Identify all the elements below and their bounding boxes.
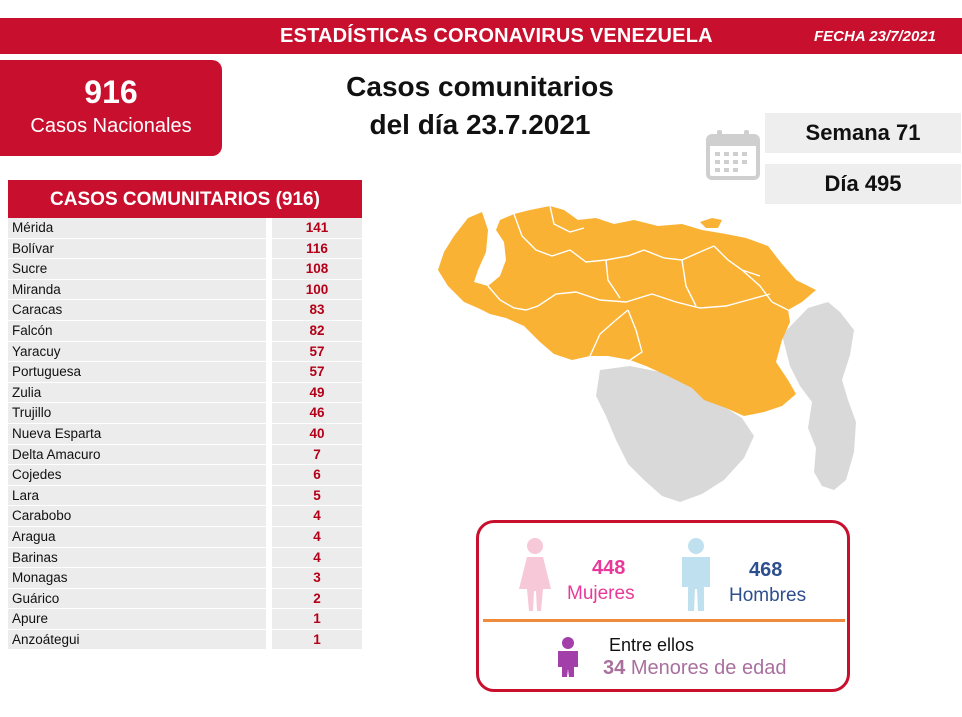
table-row: Bolívar 116 bbox=[8, 238, 362, 260]
mujeres-label: Mujeres bbox=[567, 583, 635, 604]
header-date: FECHA 23/7/2021 bbox=[813, 28, 936, 45]
map-borders bbox=[487, 205, 789, 361]
table-row: Apure 1 bbox=[8, 609, 362, 630]
menores-value: 34 bbox=[603, 657, 626, 679]
state-name: Anzoátegui bbox=[8, 629, 266, 651]
table-row: Sucre 108 bbox=[8, 259, 362, 280]
headline: Casos comunitarios del día 23.7.2021 bbox=[330, 68, 630, 144]
state-name: Barinas bbox=[8, 547, 266, 569]
state-name: Delta Amacuro bbox=[8, 444, 266, 466]
state-cases: 57 bbox=[272, 362, 362, 383]
table-row: Aragua 4 bbox=[8, 526, 362, 548]
state-name: Cojedes bbox=[8, 465, 266, 486]
total-cases-label: Casos Nacionales bbox=[30, 115, 192, 137]
state-cases: 116 bbox=[272, 238, 362, 260]
menores-label: Menores de edad bbox=[630, 657, 787, 679]
headline-line1: Casos comunitarios bbox=[346, 71, 614, 102]
state-name: Carabobo bbox=[8, 506, 266, 527]
venezuela-map bbox=[438, 205, 856, 502]
state-name: Guárico bbox=[8, 588, 266, 610]
state-cases: 4 bbox=[272, 506, 362, 527]
state-cases: 82 bbox=[272, 320, 362, 342]
state-name: Apure bbox=[8, 609, 266, 630]
state-cases: 7 bbox=[272, 444, 362, 466]
table-row: Portuguesa 57 bbox=[8, 362, 362, 383]
state-name: Lara bbox=[8, 485, 266, 507]
state-cases: 2 bbox=[272, 588, 362, 610]
table-row: Trujillo 46 bbox=[8, 403, 362, 424]
table-row: Delta Amacuro 7 bbox=[8, 444, 362, 466]
map-region-amazonas bbox=[596, 366, 754, 502]
table-row: Nueva Esparta 40 bbox=[8, 423, 362, 445]
community-cases-table: CASOS COMUNITARIOS (916) Mérida 141 Bolíva… bbox=[8, 180, 362, 651]
state-cases: 40 bbox=[272, 423, 362, 445]
female-icon bbox=[519, 538, 551, 611]
map-region-island bbox=[700, 218, 722, 228]
state-name: Portuguesa bbox=[8, 362, 266, 383]
state-name: Falcón bbox=[8, 320, 266, 342]
state-cases: 49 bbox=[272, 382, 362, 404]
table-row: Cojedes 6 bbox=[8, 465, 362, 486]
state-cases: 4 bbox=[272, 526, 362, 548]
state-cases: 108 bbox=[272, 259, 362, 280]
hombres-label: Hombres bbox=[729, 585, 807, 606]
table-row: Falcón 82 bbox=[8, 320, 362, 342]
state-name: Bolívar bbox=[8, 238, 266, 260]
table-row: Yaracuy 57 bbox=[8, 341, 362, 363]
state-cases: 3 bbox=[272, 568, 362, 589]
table-row: Anzoátegui 1 bbox=[8, 629, 362, 651]
table-row: Caracas 83 bbox=[8, 300, 362, 321]
male-icon bbox=[682, 538, 710, 611]
state-name: Zulia bbox=[8, 382, 266, 404]
table-title: CASOS COMUNITARIOS (916) bbox=[8, 180, 362, 218]
state-cases: 5 bbox=[272, 485, 362, 507]
demographics-box: 448 Mujeres 468 Hombres Entre ellos 34 M… bbox=[476, 520, 850, 692]
state-name: Mérida bbox=[8, 218, 266, 239]
state-name: Sucre bbox=[8, 259, 266, 280]
day-box: Día 495 bbox=[765, 164, 961, 204]
state-cases: 141 bbox=[272, 218, 362, 239]
state-name: Yaracuy bbox=[8, 341, 266, 363]
table-row: Monagas 3 bbox=[8, 568, 362, 589]
divider bbox=[483, 619, 845, 622]
header-title: ESTADÍSTICAS CORONAVIRUS VENEZUELA bbox=[280, 25, 713, 47]
state-name: Nueva Esparta bbox=[8, 423, 266, 445]
menores-line: 34 Menores de edad bbox=[603, 657, 786, 680]
state-cases: 4 bbox=[272, 547, 362, 569]
state-cases: 46 bbox=[272, 403, 362, 424]
week-box: Semana 71 bbox=[765, 113, 961, 153]
table-row: Barinas 4 bbox=[8, 547, 362, 569]
state-cases: 57 bbox=[272, 341, 362, 363]
map-region-esequiba bbox=[782, 302, 856, 490]
state-cases: 83 bbox=[272, 300, 362, 321]
state-name: Aragua bbox=[8, 526, 266, 548]
table-rows: Mérida 141 Bolívar 116 Sucre 108 Miranda 100 Car… bbox=[8, 218, 362, 651]
state-name: Trujillo bbox=[8, 403, 266, 424]
header-bar: ESTADÍSTICAS CORONAVIRUS VENEZUELA FECHA… bbox=[0, 18, 962, 54]
table-row: Miranda 100 bbox=[8, 279, 362, 301]
total-cases-value: 916 bbox=[84, 74, 138, 110]
headline-line2: del día 23.7.2021 bbox=[369, 109, 591, 140]
state-cases: 6 bbox=[272, 465, 362, 486]
state-cases: 1 bbox=[272, 629, 362, 651]
state-name: Miranda bbox=[8, 279, 266, 301]
state-name: Monagas bbox=[8, 568, 266, 589]
calendar-icon bbox=[706, 130, 760, 180]
mujeres-value: 448 bbox=[592, 557, 626, 579]
table-row: Mérida 141 bbox=[8, 218, 362, 239]
table-row: Guárico 2 bbox=[8, 588, 362, 610]
state-name: Caracas bbox=[8, 300, 266, 321]
table-row: Lara 5 bbox=[8, 485, 362, 507]
total-cases-box: 916 Casos Nacionales bbox=[0, 60, 222, 156]
table-row: Carabobo 4 bbox=[8, 506, 362, 527]
menores-intro: Entre ellos bbox=[609, 635, 695, 655]
hombres-value: 468 bbox=[749, 559, 783, 581]
state-cases: 100 bbox=[272, 279, 362, 301]
state-cases: 1 bbox=[272, 609, 362, 630]
child-icon bbox=[558, 637, 578, 677]
table-row: Zulia 49 bbox=[8, 382, 362, 404]
